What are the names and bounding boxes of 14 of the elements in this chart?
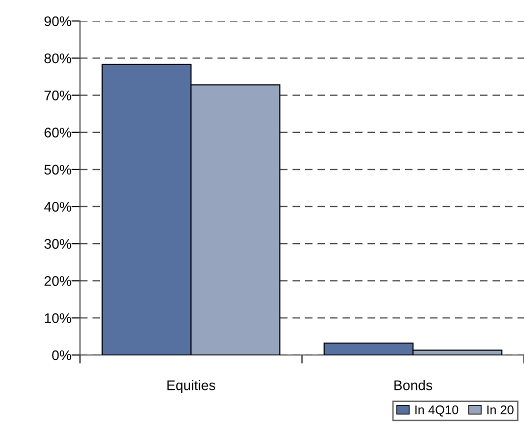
y-tick-label: 40% — [44, 202, 72, 212]
x-tick-label: Bonds — [394, 380, 432, 390]
legend-label: In 20 — [487, 405, 514, 414]
x-tick-label: Equities — [167, 380, 216, 393]
y-tick-label: 50% — [44, 164, 72, 175]
legend-label: In 4Q10 — [415, 405, 458, 416]
y-tick-label: 70% — [44, 90, 72, 100]
y-tick-label: 90% — [44, 16, 72, 26]
y-tick-label: 80% — [44, 53, 72, 64]
y-tick-label: 20% — [44, 276, 72, 286]
y-tick-label: 60% — [44, 128, 72, 138]
y-tick-label: 0% — [52, 350, 72, 360]
y-tick-label: 10% — [44, 313, 72, 324]
y-tick-label: 30% — [44, 239, 72, 249]
